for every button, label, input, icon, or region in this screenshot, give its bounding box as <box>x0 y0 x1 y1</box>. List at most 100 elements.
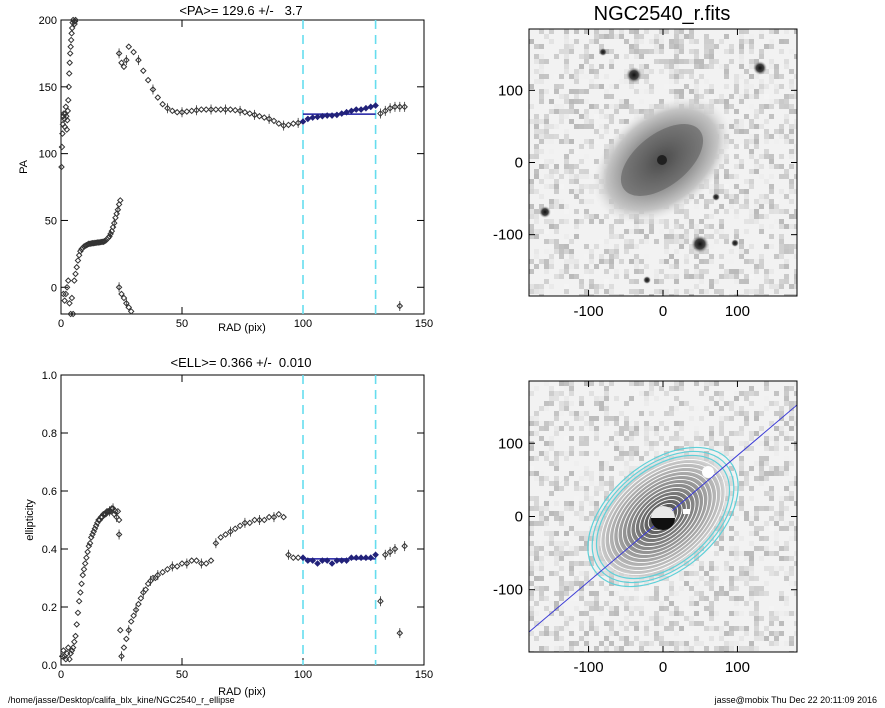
noise-pixel <box>744 566 749 571</box>
noise-pixel <box>759 254 764 259</box>
noise-pixel <box>744 521 749 526</box>
noise-pixel <box>674 44 679 49</box>
noise-pixel <box>579 426 584 431</box>
noise-pixel <box>764 386 769 391</box>
noise-pixel <box>684 214 689 219</box>
noise-pixel <box>579 536 584 541</box>
noise-pixel <box>569 501 574 506</box>
noise-pixel <box>544 406 549 411</box>
noise-pixel <box>584 606 589 611</box>
noise-pixel <box>749 446 754 451</box>
noise-pixel <box>694 426 699 431</box>
noise-pixel <box>604 214 609 219</box>
noise-pixel <box>634 431 639 436</box>
noise-pixel <box>714 596 719 601</box>
noise-pixel <box>704 596 709 601</box>
noise-pixel <box>724 274 729 279</box>
noise-pixel <box>764 441 769 446</box>
noise-pixel <box>639 49 644 54</box>
noise-pixel <box>569 274 574 279</box>
noise-pixel <box>794 189 797 194</box>
noise-pixel <box>694 199 699 204</box>
noise-pixel <box>774 631 779 636</box>
noise-pixel <box>589 421 594 426</box>
ell-data-point <box>64 644 72 651</box>
noise-pixel <box>724 289 729 294</box>
noise-pixel <box>529 209 534 214</box>
noise-pixel <box>659 69 664 74</box>
noise-pixel <box>689 49 694 54</box>
noise-pixel <box>699 561 704 566</box>
noise-pixel <box>654 611 659 616</box>
noise-pixel <box>569 386 574 391</box>
noise-pixel <box>749 94 754 99</box>
noise-pixel <box>549 99 554 104</box>
pa-data-point <box>75 251 83 259</box>
noise-pixel <box>569 471 574 476</box>
noise-pixel <box>554 561 559 566</box>
noise-pixel <box>579 284 584 289</box>
noise-pixel <box>544 129 549 134</box>
noise-pixel <box>559 391 564 396</box>
noise-pixel <box>699 621 704 626</box>
noise-pixel <box>579 411 584 416</box>
noise-pixel <box>584 516 589 521</box>
ell-data-point <box>142 586 150 593</box>
noise-pixel <box>789 79 794 84</box>
noise-pixel <box>664 219 669 224</box>
noise-pixel <box>559 606 564 611</box>
noise-pixel <box>764 154 769 159</box>
noise-pixel <box>569 451 574 456</box>
noise-pixel <box>529 381 534 386</box>
noise-pixel <box>684 581 689 586</box>
noise-pixel <box>619 99 624 104</box>
noise-pixel <box>584 49 589 54</box>
noise-pixel <box>734 154 739 159</box>
noise-pixel <box>584 59 589 64</box>
noise-pixel <box>599 254 604 259</box>
noise-pixel <box>604 466 609 471</box>
noise-pixel <box>584 436 589 441</box>
noise-pixel <box>629 239 634 244</box>
noise-pixel <box>674 421 679 426</box>
noise-pixel <box>744 471 749 476</box>
star <box>599 48 607 56</box>
noise-pixel <box>644 441 649 446</box>
noise-pixel <box>704 89 709 94</box>
noise-pixel <box>554 486 559 491</box>
noise-pixel <box>644 254 649 259</box>
noise-pixel <box>584 244 589 249</box>
noise-pixel <box>589 416 594 421</box>
noise-pixel <box>669 229 674 234</box>
noise-pixel <box>709 89 714 94</box>
noise-pixel <box>634 401 639 406</box>
noise-pixel <box>594 436 599 441</box>
noise-pixel <box>679 611 684 616</box>
noise-pixel <box>709 49 714 54</box>
noise-pixel <box>544 596 549 601</box>
noise-pixel <box>599 476 604 481</box>
noise-pixel <box>674 294 679 296</box>
noise-pixel <box>769 486 774 491</box>
noise-pixel <box>559 596 564 601</box>
ell-data-point <box>319 557 326 564</box>
ell-data-point <box>149 574 157 582</box>
noise-pixel <box>794 284 797 289</box>
noise-pixel <box>554 219 559 224</box>
noise-pixel <box>729 431 734 436</box>
noise-pixel <box>679 59 684 64</box>
star <box>691 235 709 253</box>
noise-pixel <box>549 159 554 164</box>
noise-pixel <box>569 49 574 54</box>
ell-data-point <box>71 638 78 646</box>
noise-pixel <box>554 391 559 396</box>
noise-pixel <box>579 169 584 174</box>
noise-pixel <box>719 626 724 631</box>
noise-pixel <box>719 229 724 234</box>
noise-pixel <box>654 259 659 264</box>
pa-data-point <box>60 290 67 298</box>
noise-pixel <box>549 441 554 446</box>
noise-pixel <box>704 259 709 264</box>
noise-pixel <box>704 289 709 294</box>
noise-pixel <box>769 244 774 249</box>
